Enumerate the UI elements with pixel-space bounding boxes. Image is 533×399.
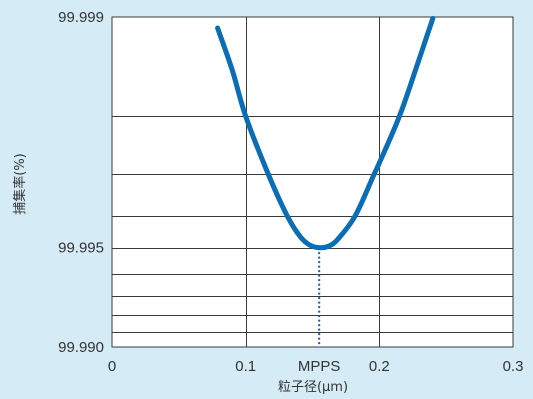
mpps-label: MPPS xyxy=(298,358,341,375)
series xyxy=(215,15,436,251)
plot-area xyxy=(112,17,513,347)
plot-border xyxy=(111,16,514,348)
x-tick-label: 0 xyxy=(108,358,116,375)
y-tick-label: 99.995 xyxy=(58,240,104,257)
y-tick-label: 99.999 xyxy=(58,9,104,26)
x-tick-label: 0.1 xyxy=(235,358,256,375)
x-tick-label: 0.3 xyxy=(503,358,524,375)
y-tick-label: 99.990 xyxy=(58,339,104,356)
x-axis-label: 粒子径(μm) xyxy=(278,380,348,395)
series-line xyxy=(215,15,436,251)
gridlines xyxy=(112,17,513,347)
y-axis-label: 捕集率(%) xyxy=(12,153,28,215)
x-tick-label: 0.2 xyxy=(369,358,390,375)
